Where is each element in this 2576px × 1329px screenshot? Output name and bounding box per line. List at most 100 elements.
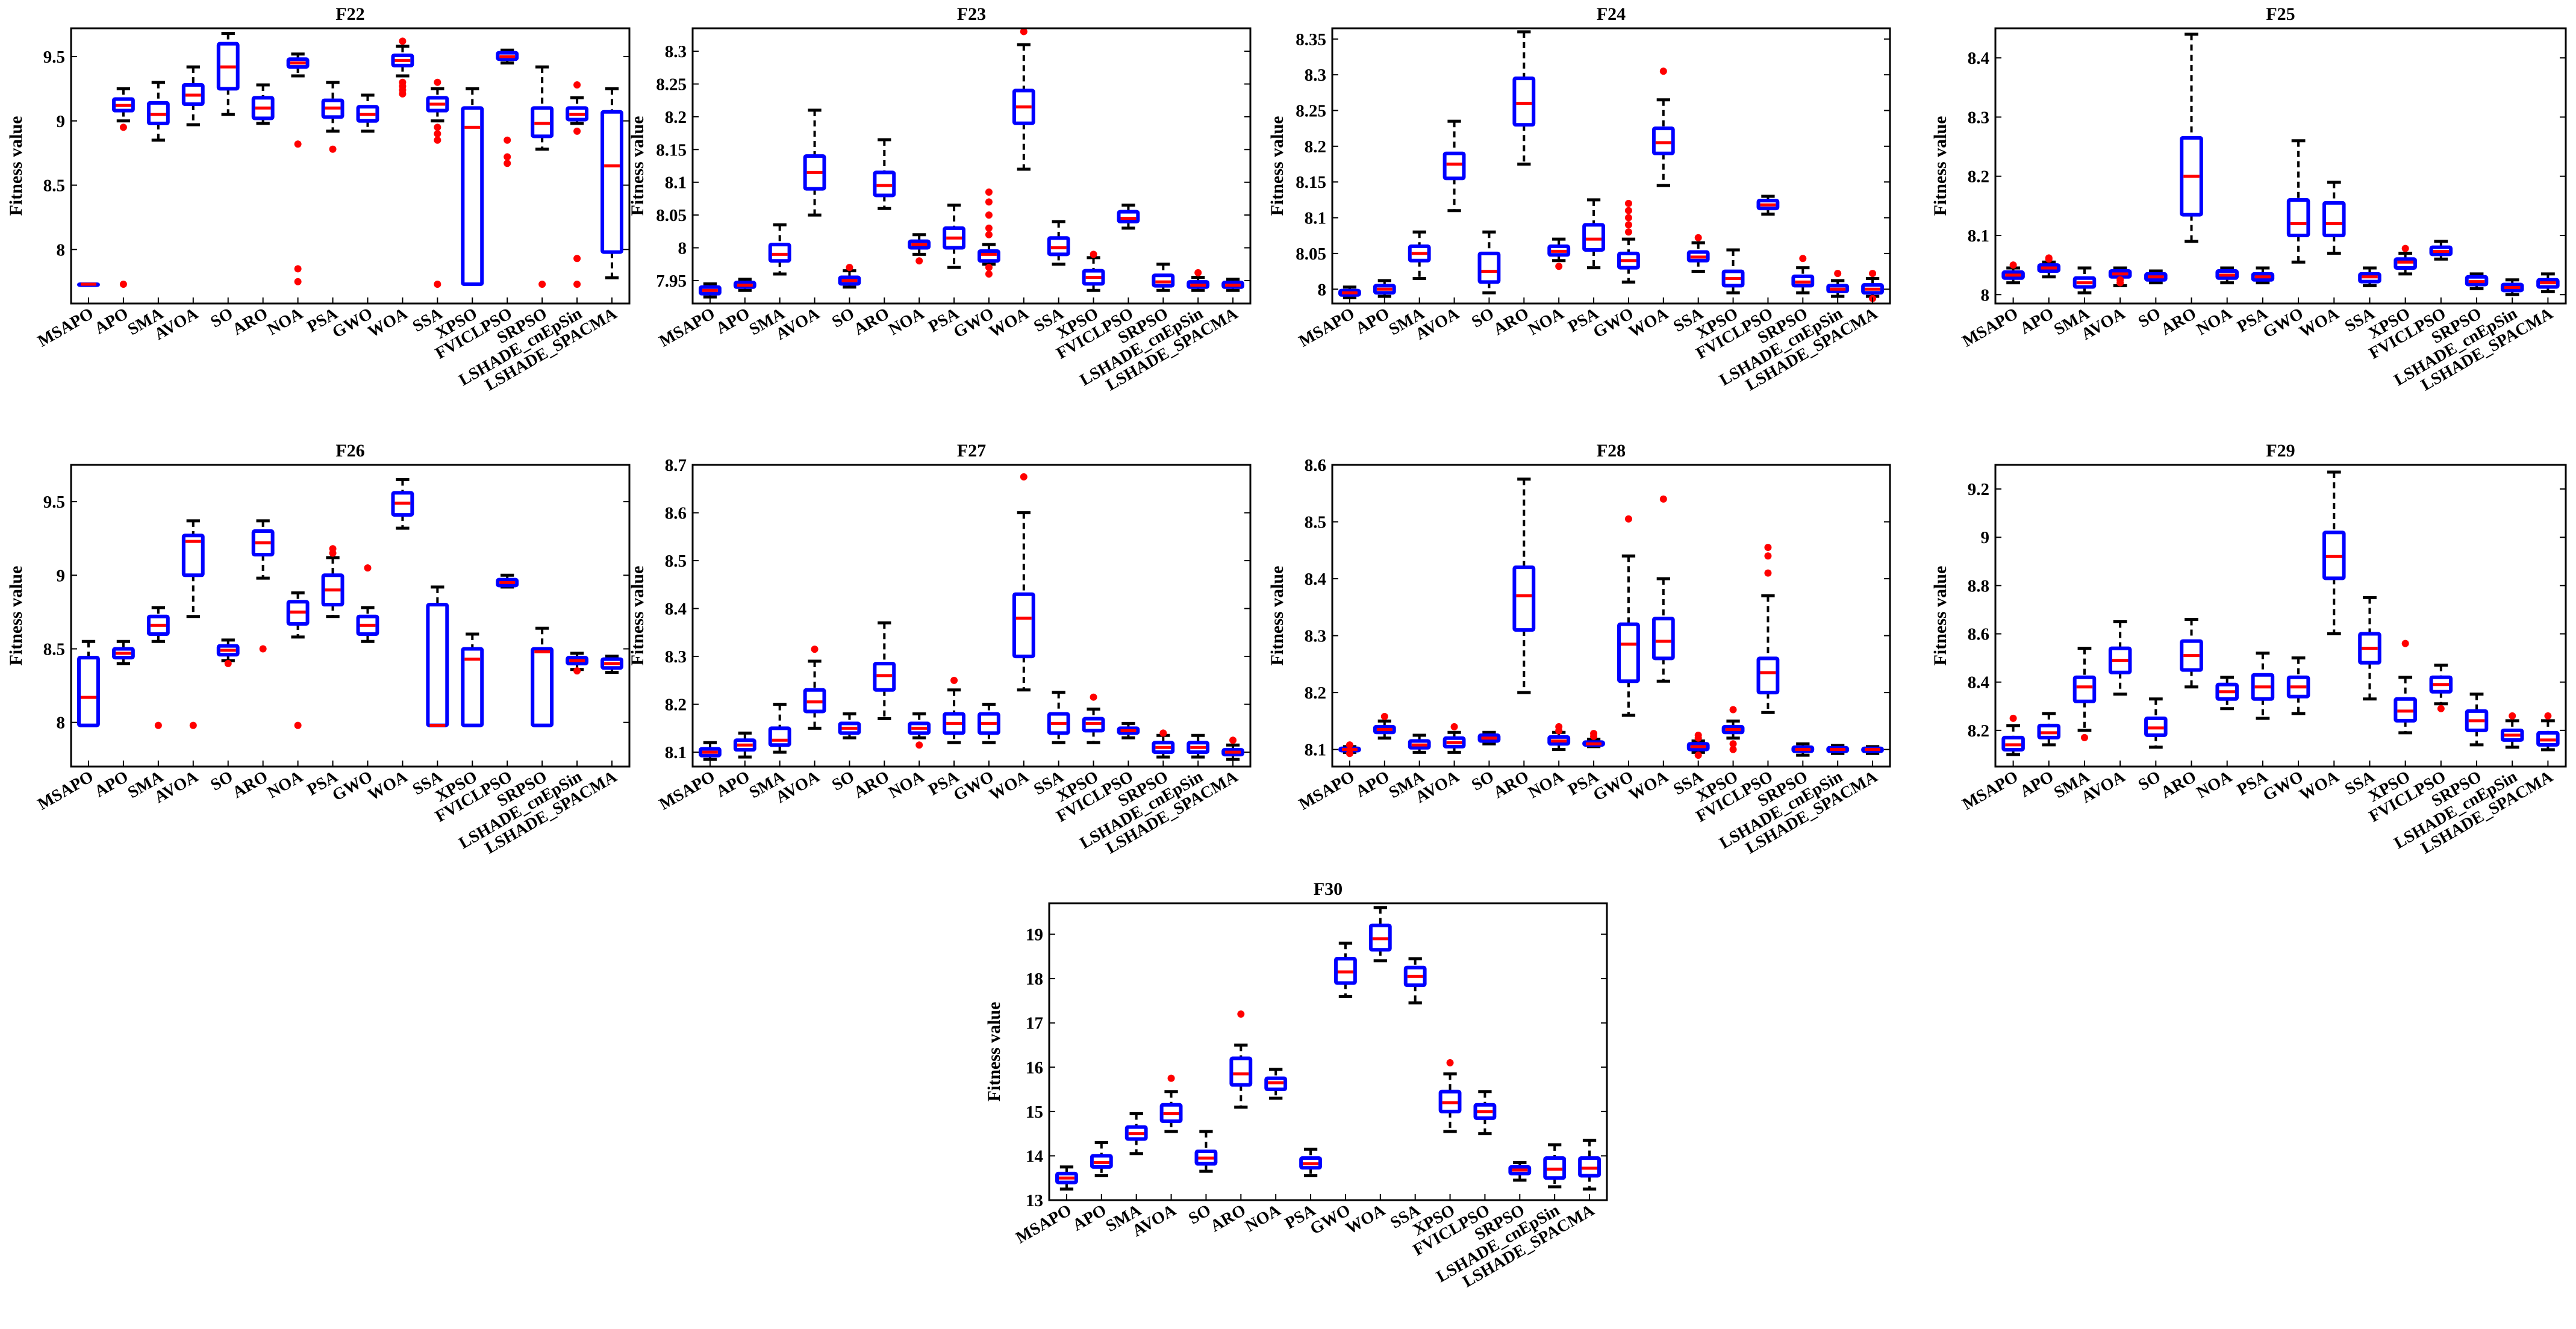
box-lshade_spacma	[1221, 278, 1244, 292]
x-tick-label: APO	[713, 304, 753, 338]
outlier-point	[1446, 1059, 1454, 1066]
x-tick-label: NOA	[2194, 767, 2236, 802]
panel-title: F27	[957, 441, 986, 461]
iqr-box	[2215, 269, 2239, 280]
box-fviclpso	[1756, 544, 1780, 714]
x-tick-label: APO	[92, 304, 132, 338]
x-tick-label: MSAPO	[1959, 304, 2021, 350]
iqr-box	[1442, 151, 1466, 181]
box-aro	[251, 83, 275, 125]
iqr-box	[356, 614, 379, 636]
iqr-box	[1651, 617, 1675, 661]
outlier-point	[1869, 270, 1877, 278]
iqr-box	[1159, 1103, 1183, 1124]
outlier-point	[1237, 1010, 1245, 1018]
box-srpso	[531, 626, 554, 727]
iqr-box	[1082, 269, 1105, 286]
y-tick-label: 16	[1026, 1058, 1043, 1077]
outlier-point	[434, 136, 441, 144]
box-lshade_spacma	[600, 655, 623, 674]
box-xpso	[1721, 706, 1745, 753]
iqr-box	[1408, 244, 1431, 263]
iqr-box	[1543, 1156, 1567, 1180]
iqr-box	[2180, 639, 2203, 672]
box-gwo	[2286, 139, 2310, 264]
outlier-point	[2401, 640, 2409, 647]
box-msapo	[699, 282, 722, 299]
iqr-box	[2037, 723, 2061, 739]
plot-frame	[1331, 464, 1891, 768]
box-avoa	[1159, 1074, 1183, 1133]
x-tick-label: WOA	[1626, 767, 1672, 805]
iqr-box	[1791, 745, 1815, 753]
iqr-box	[1012, 592, 1035, 659]
outlier-point	[224, 659, 232, 667]
box-ssa	[2358, 596, 2381, 701]
iqr-box	[1152, 273, 1175, 288]
iqr-box	[1756, 656, 1780, 695]
iqr-box	[978, 249, 1000, 263]
x-tick-label: NOA	[264, 304, 307, 339]
panel-title: F30	[1314, 879, 1343, 899]
y-tick-label: 19	[1026, 926, 1043, 945]
panel-title: F24	[1597, 4, 1626, 24]
iqr-box	[699, 747, 722, 758]
iqr-box	[2465, 275, 2489, 287]
y-tick-label: 8.4	[1305, 570, 1326, 589]
box-lshade_spacma	[2536, 712, 2560, 752]
iqr-box	[1578, 1156, 1601, 1178]
iqr-box	[1012, 89, 1035, 125]
y-tick-label: 8.6	[1968, 625, 1989, 644]
box-sma	[1408, 733, 1431, 754]
y-tick-label: 8.2	[1305, 137, 1326, 157]
panel-f24: F24 Fitness value 8 8.05 8.1 8.15 8.2 8.25 8.3 8.…	[1267, 4, 1891, 394]
iqr-box	[733, 738, 756, 752]
box-srpso	[2465, 693, 2489, 747]
box-psa	[1582, 730, 1605, 749]
x-tick-label: APO	[1353, 767, 1393, 801]
outlier-point	[1624, 228, 1632, 236]
outlier-point	[846, 264, 853, 272]
outlier-point	[1380, 712, 1388, 720]
iqr-box	[2001, 735, 2025, 752]
x-tick-label: ARO	[229, 767, 271, 802]
box-woa	[1012, 28, 1035, 171]
y-tick-label: 8.3	[665, 647, 687, 667]
x-tick-label: ARO	[1207, 1201, 1249, 1236]
box-ssa	[1047, 220, 1070, 266]
iqr-box	[1547, 735, 1571, 746]
box-sma	[2072, 647, 2097, 741]
box-gwo	[2286, 656, 2310, 715]
box-psa	[2251, 266, 2275, 285]
outlier-point	[985, 231, 993, 238]
y-tick-label: 8.35	[1296, 30, 1326, 49]
outlier-point	[2009, 261, 2017, 269]
x-tick-label: MSAPO	[1012, 1201, 1074, 1247]
outlier-point	[294, 721, 302, 729]
outlier-point	[1729, 740, 1737, 748]
y-tick-label: 8.8	[1968, 576, 1989, 596]
iqr-box	[1373, 284, 1396, 295]
box-noa	[2215, 266, 2239, 285]
iqr-box	[1187, 280, 1210, 289]
box-ssa	[1686, 234, 1710, 273]
box-aro	[2180, 33, 2203, 243]
outlier-point	[985, 264, 993, 272]
x-tick-label: WOA	[365, 767, 411, 805]
outlier-point	[2401, 244, 2409, 252]
box-xpso	[2394, 244, 2417, 276]
x-tick-label: NOA	[885, 767, 928, 802]
box-noa	[908, 233, 931, 265]
plot-frame	[1994, 27, 2567, 305]
y-tick-label: 8.1	[1305, 209, 1326, 228]
outlier-point	[573, 255, 581, 263]
y-tick-label: 8.05	[656, 206, 687, 225]
box-ssa	[426, 78, 449, 288]
iqr-box	[1408, 739, 1431, 750]
outlier-point	[1799, 255, 1807, 263]
box-sma	[1408, 230, 1431, 280]
iqr-box	[1047, 712, 1070, 735]
x-tick-label: WOA	[986, 304, 1032, 341]
box-sma	[2072, 266, 2097, 294]
